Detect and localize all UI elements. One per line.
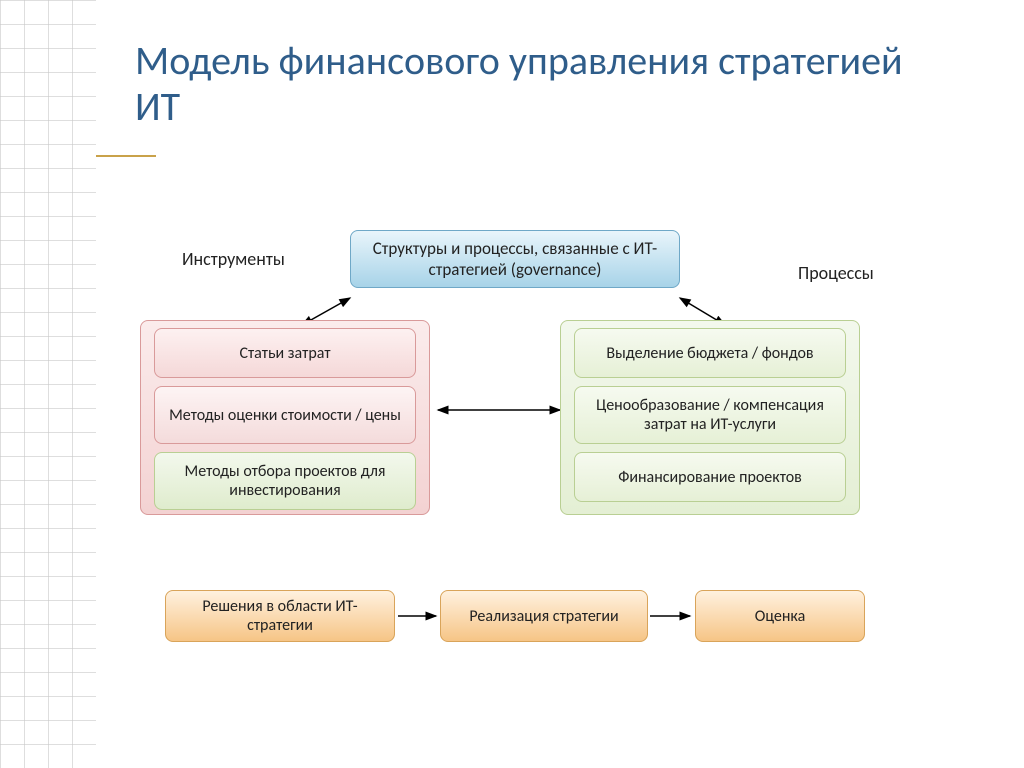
slide: Модель финансового управления стратегией… bbox=[0, 0, 1024, 768]
slide-title: Модель финансового управления стратегией… bbox=[135, 38, 935, 130]
label-processes: Процессы bbox=[798, 262, 874, 284]
bottom-step: Оценка bbox=[695, 590, 865, 642]
governance-box: Структуры и процессы, связанные с ИТ-стр… bbox=[350, 230, 680, 288]
right-stack-item: Финансирование проектов bbox=[574, 452, 846, 502]
left-grid-band bbox=[0, 0, 96, 768]
right-stack-item: Ценообразование / компенсация затрат на … bbox=[574, 386, 846, 444]
left-stack-item: Методы отбора проектов для инвестировани… bbox=[154, 452, 416, 510]
title-accent-line bbox=[96, 155, 156, 157]
bottom-step: Решения в области ИТ-стратегии bbox=[165, 590, 395, 642]
bottom-step: Реализация стратегии bbox=[440, 590, 648, 642]
left-stack-item: Статьи затрат bbox=[154, 328, 416, 378]
right-stack-item: Выделение бюджета / фондов bbox=[574, 328, 846, 378]
label-instruments: Инструменты bbox=[182, 248, 285, 270]
left-stack-item: Методы оценки стоимости / цены bbox=[154, 386, 416, 444]
